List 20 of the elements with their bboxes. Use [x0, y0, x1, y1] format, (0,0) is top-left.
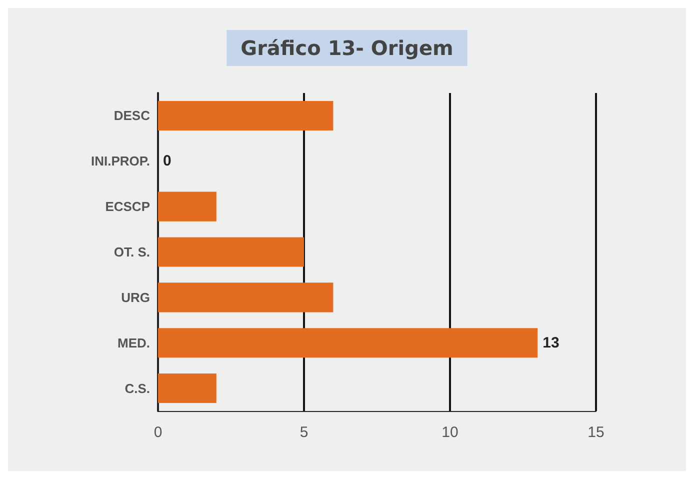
x-tick-label: 0 — [154, 424, 162, 441]
bar — [158, 237, 304, 267]
bar — [158, 100, 334, 130]
y-tick-label: OT. S. — [114, 244, 150, 260]
y-tick-label: MED. — [118, 335, 150, 350]
y-tick-label: C.S. — [124, 380, 150, 396]
y-tick-label: ECSCP — [105, 199, 150, 214]
y-tick-label: DESC — [114, 108, 151, 124]
data-label: 13 — [542, 334, 560, 352]
bar — [158, 328, 538, 358]
data-label: 0 — [163, 152, 172, 170]
bar — [158, 192, 216, 222]
y-tick-label: URG — [121, 290, 150, 305]
bar — [158, 282, 334, 312]
x-tick-label: 15 — [588, 424, 604, 441]
bar — [158, 374, 216, 404]
x-tick-label: 10 — [442, 424, 458, 441]
y-tick-label: INI.PROP. — [90, 154, 150, 169]
x-tick-label: 5 — [300, 424, 308, 441]
chart-title: Gráfico 13- Origem — [240, 36, 454, 60]
